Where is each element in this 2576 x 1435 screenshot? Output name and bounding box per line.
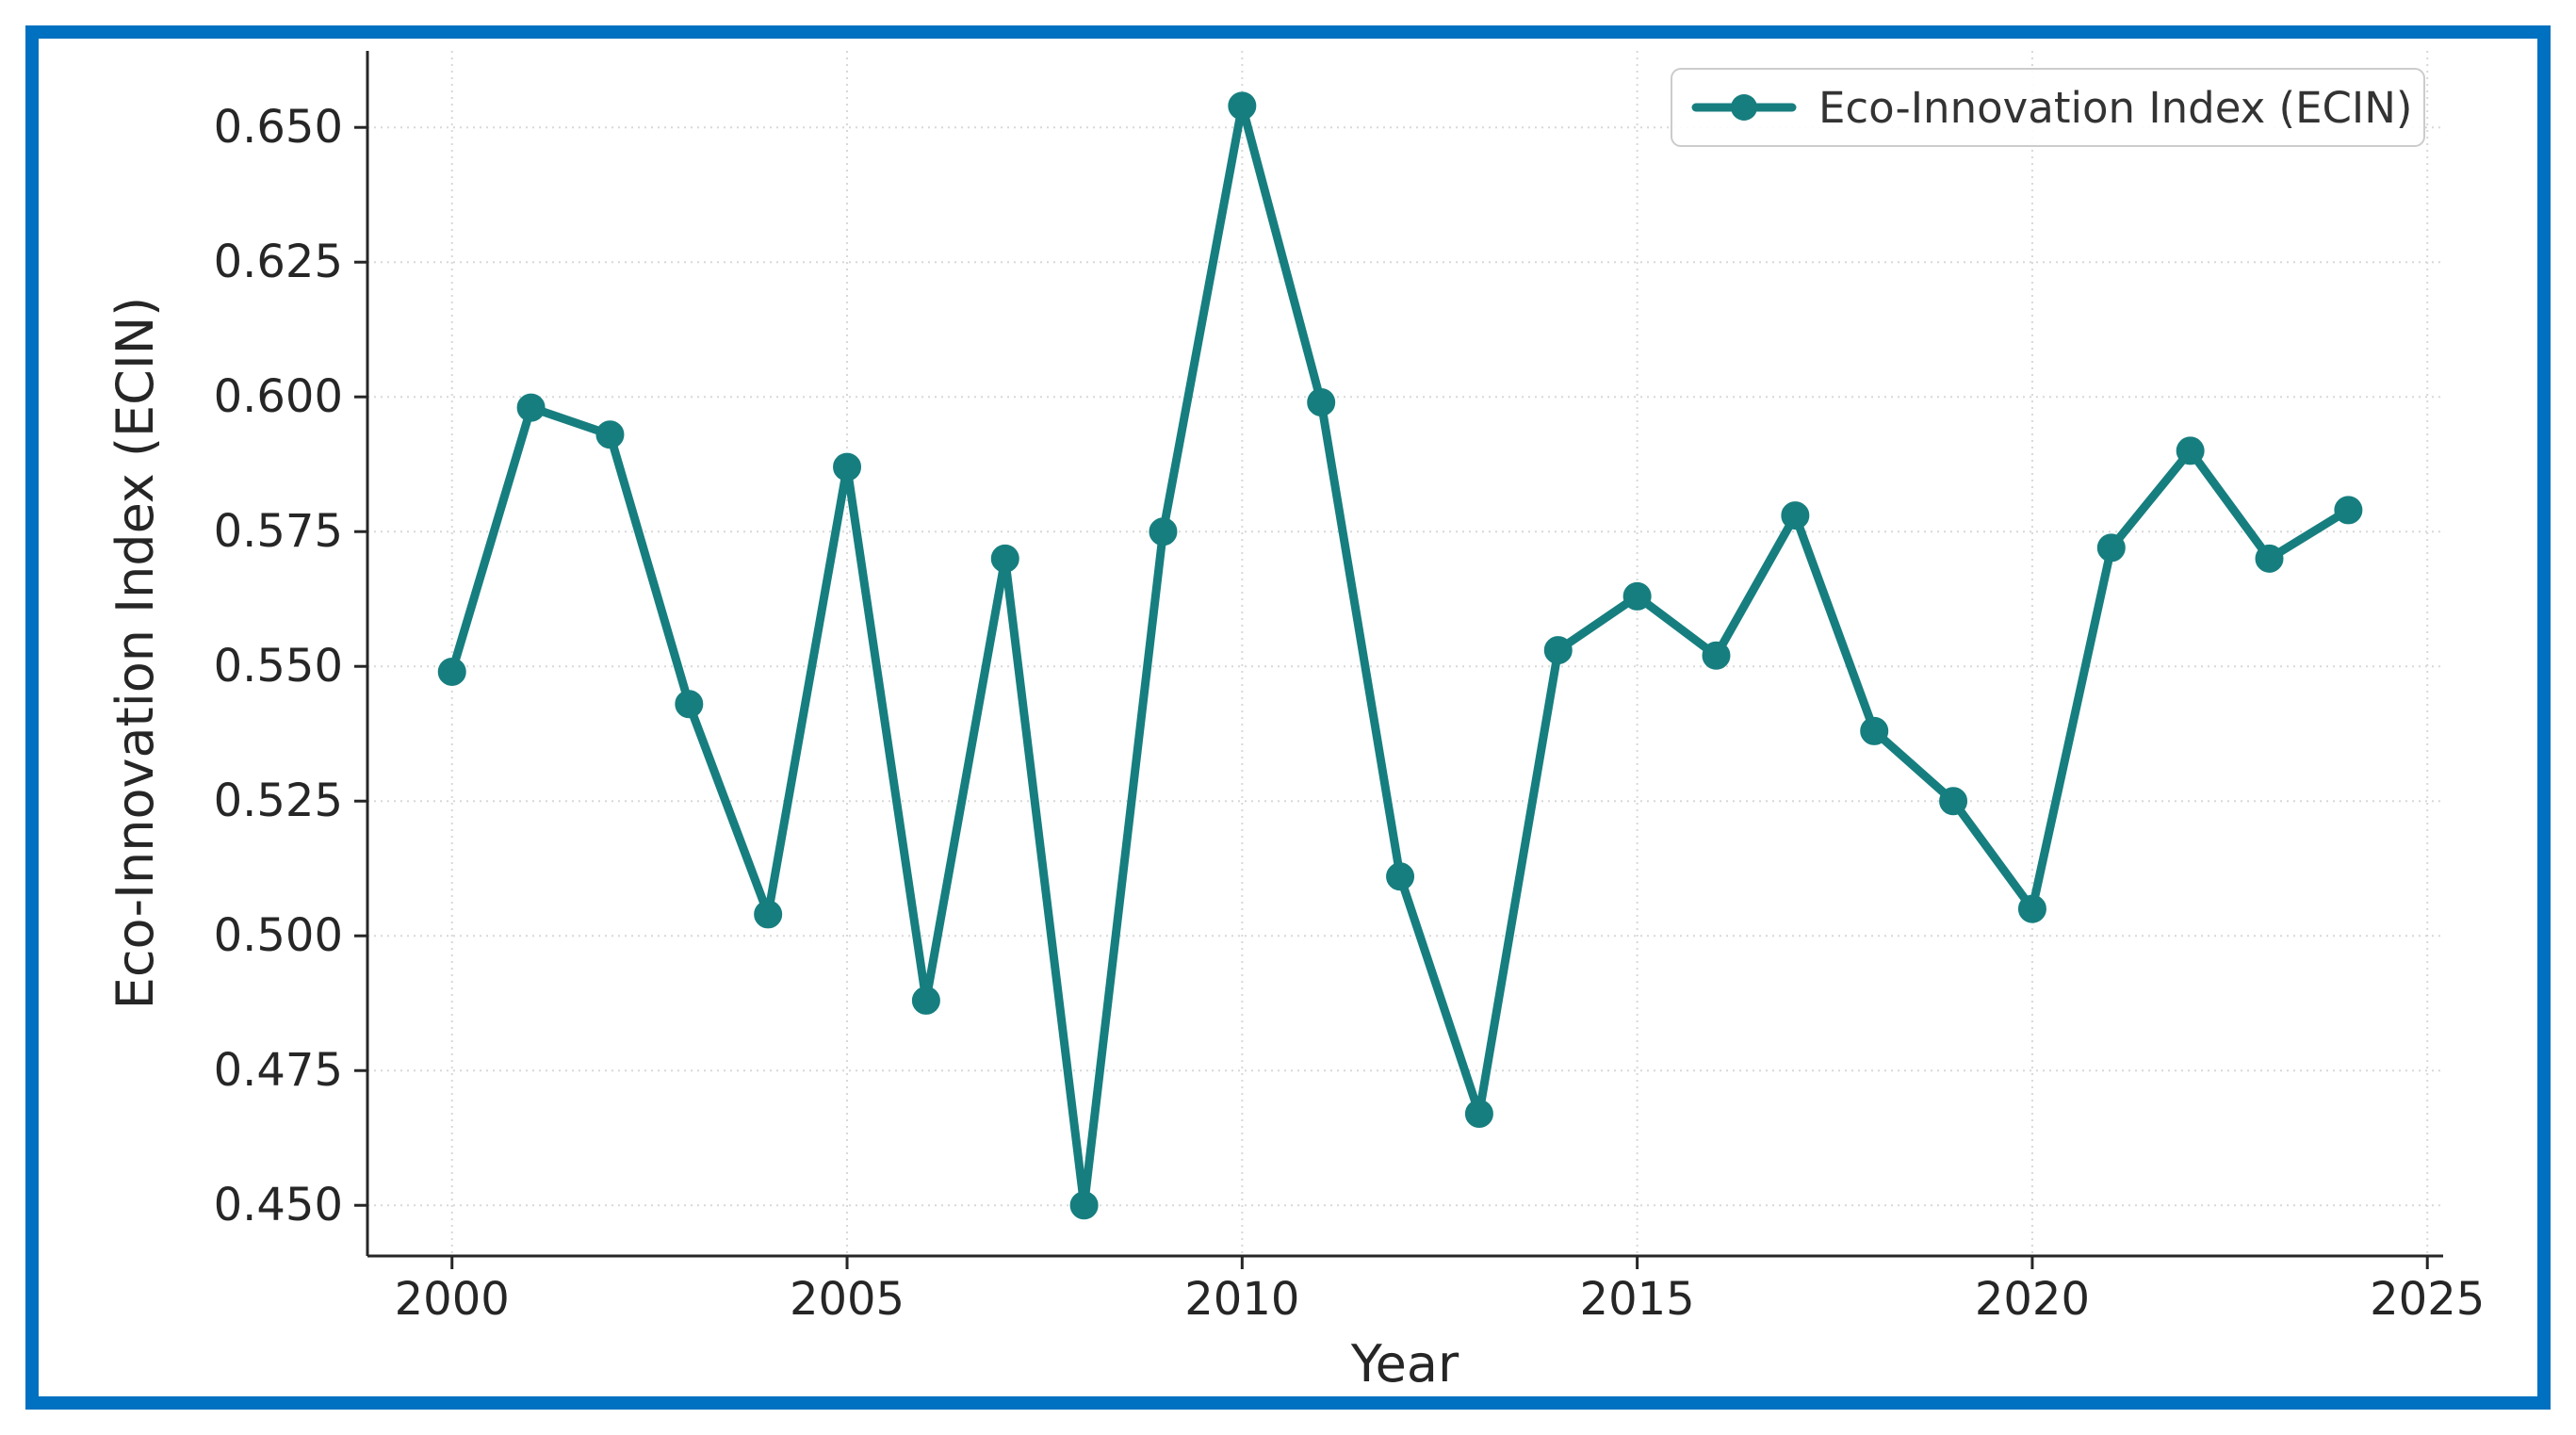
data-point-marker [2255,544,2284,573]
y-tick-label: 0.575 [214,505,343,558]
data-point-marker [1386,862,1415,891]
y-tick-label: 0.625 [214,236,343,288]
data-point-marker [1069,1191,1099,1220]
data-point-marker [911,986,940,1015]
y-tick-label: 0.475 [214,1044,343,1097]
y-axis-title: Eco-Innovation Index (ECIN) [106,297,165,1010]
data-point-marker [754,900,783,929]
figure-frame [25,25,2551,1410]
data-point-marker [2096,533,2126,563]
y-tick-label: 0.600 [214,370,343,423]
data-point-marker [1543,636,1573,665]
data-point-marker [1860,716,1889,745]
y-tick-label: 0.550 [214,640,343,693]
data-point-marker [1149,517,1178,546]
legend: Eco-Innovation Index (ECIN) [1671,68,2425,147]
data-point-marker [437,657,466,686]
x-tick-label: 2020 [1975,1273,2090,1326]
data-point-marker [2334,496,2363,525]
data-point-marker [1307,387,1336,416]
data-point-marker [833,452,862,481]
data-point-marker [1702,641,1731,670]
legend-box [1671,68,2425,147]
x-tick-label: 2005 [790,1273,905,1326]
data-point-marker [595,420,625,449]
data-point-marker [1464,1099,1493,1128]
y-tick-label: 0.525 [214,775,343,827]
data-point-marker [2176,436,2205,465]
legend-marker-icon [1731,94,1757,121]
x-tick-label: 2015 [1580,1273,1695,1326]
y-tick-label: 0.450 [214,1179,343,1231]
y-tick-label: 0.650 [214,101,343,154]
data-point-marker [1781,501,1810,530]
legend-label: Eco-Innovation Index (ECIN) [1818,83,2412,133]
data-point-marker [675,690,704,719]
series-line [448,101,2353,1210]
x-tick-label: 2025 [2370,1273,2485,1326]
x-tick-label: 2010 [1184,1273,1299,1326]
y-tick-label: 0.500 [214,909,343,962]
data-point-marker [2017,894,2046,923]
plot-area: 2000 2005 2010 2015 2020 2025 0.450 0.475 0.500 0… [214,51,2485,1326]
x-axis-title: Year [1350,1334,1459,1394]
data-point-marker [1622,581,1652,611]
data-point-marker [1228,91,1257,121]
data-point-marker [990,544,1019,573]
data-point-marker [516,393,546,422]
data-point-marker [1939,787,1968,816]
x-tick-label: 2000 [395,1273,510,1326]
